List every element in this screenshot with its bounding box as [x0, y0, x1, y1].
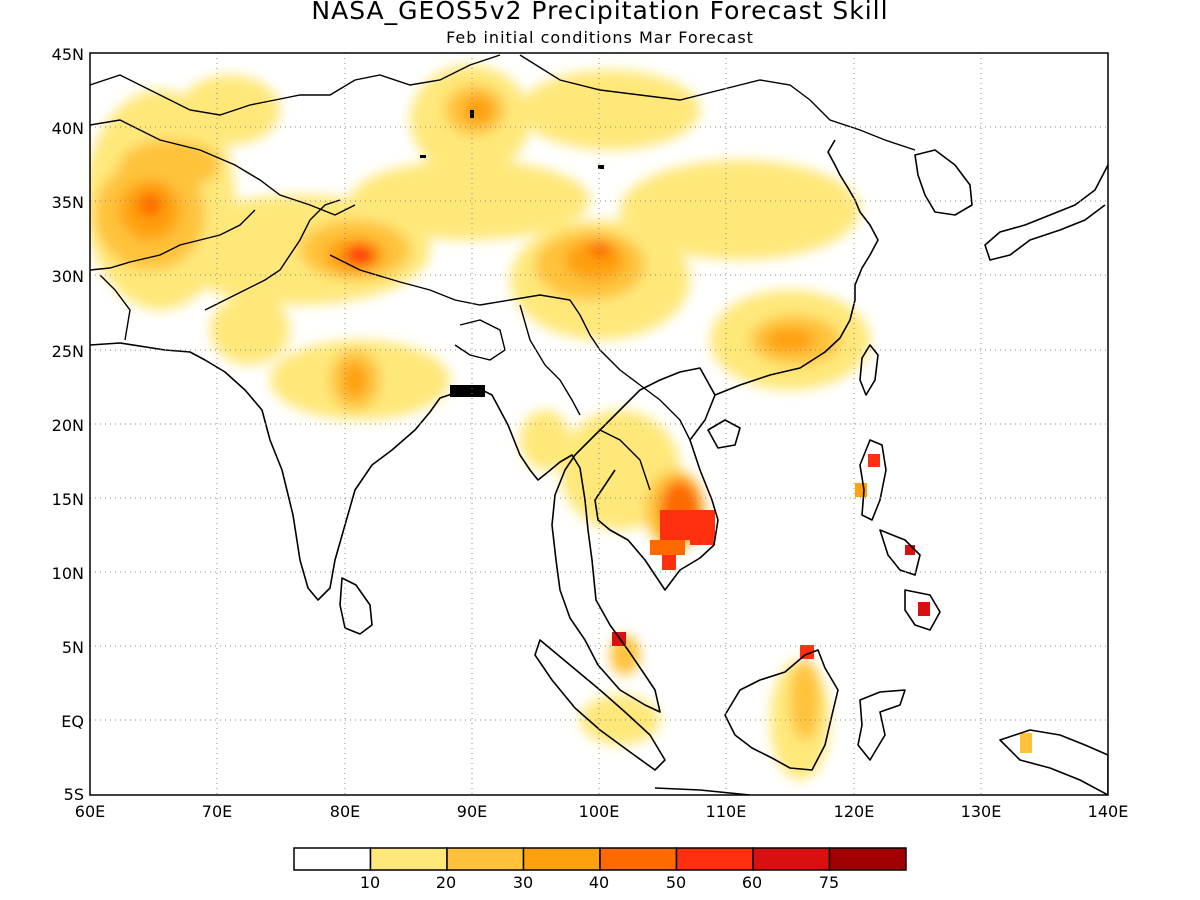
lon-tick-label: 60E	[75, 802, 105, 821]
coastlines	[90, 139, 1108, 795]
colorbar-labels: 10 20 30 40 50 60 75	[360, 873, 839, 892]
colorbar-label: 30	[513, 873, 533, 892]
colorbar-swatch	[752, 847, 831, 871]
map-title: NASA_GEOS5v2 Precipitation Forecast Skil…	[311, 0, 889, 25]
lat-tick-label: 15N	[52, 490, 84, 509]
country-borders	[90, 54, 916, 491]
lat-tick-label: 25N	[52, 342, 84, 361]
colorbar-swatch	[675, 847, 754, 871]
colorbar	[293, 847, 907, 871]
colorbar-label: 40	[589, 873, 609, 892]
lon-tick-label: 130E	[961, 802, 1002, 821]
colorbar-label: 10	[360, 873, 380, 892]
colorbar-swatch	[828, 847, 907, 871]
map-subtitle: Feb initial conditions Mar Forecast	[446, 28, 754, 47]
lat-tick-label: 5S	[64, 785, 84, 804]
lat-tick-label: 45N	[52, 45, 84, 64]
lat-axis: 45N 40N 35N 30N 25N 20N 15N 10N 5N EQ 5S	[52, 45, 84, 804]
colorbar-swatch	[522, 847, 601, 871]
lat-tick-label: 5N	[62, 638, 84, 657]
lat-tick-label: 40N	[52, 119, 84, 138]
lat-tick-label: EQ	[61, 712, 84, 731]
lon-tick-label: 110E	[706, 802, 747, 821]
lon-tick-label: 140E	[1088, 802, 1129, 821]
lon-tick-label: 70E	[202, 802, 232, 821]
colorbar-label: 60	[742, 873, 762, 892]
lon-tick-label: 80E	[330, 802, 360, 821]
lat-tick-label: 20N	[52, 416, 84, 435]
lon-axis: 60E 70E 80E 90E 100E 110E 120E 130E 140E	[75, 802, 1129, 821]
plot-frame	[89, 52, 1109, 796]
colorbar-swatch	[599, 847, 678, 871]
colorbar-swatch	[369, 847, 448, 871]
lon-tick-label: 90E	[457, 802, 487, 821]
colorbar-label: 75	[819, 873, 839, 892]
lon-tick-label: 100E	[579, 802, 620, 821]
gridlines	[90, 53, 1108, 795]
lat-tick-label: 10N	[52, 564, 84, 583]
lat-tick-label: 35N	[52, 193, 84, 212]
colorbar-label: 20	[436, 873, 456, 892]
lon-tick-label: 120E	[834, 802, 875, 821]
colorbar-label: 50	[666, 873, 686, 892]
lat-tick-label: 30N	[52, 267, 84, 286]
colorbar-swatch	[446, 847, 525, 871]
colorbar-swatch	[293, 847, 372, 871]
skill-shading	[90, 65, 870, 780]
skill-cells	[612, 454, 1032, 753]
